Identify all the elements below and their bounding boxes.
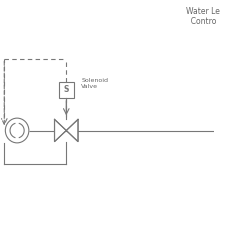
Text: S: S xyxy=(64,86,69,94)
Polygon shape xyxy=(66,119,78,142)
Bar xyxy=(59,82,74,98)
Polygon shape xyxy=(54,119,66,142)
Text: Water Le
  Contro: Water Le Contro xyxy=(186,7,220,26)
Text: Solenoid
Valve: Solenoid Valve xyxy=(81,78,108,89)
